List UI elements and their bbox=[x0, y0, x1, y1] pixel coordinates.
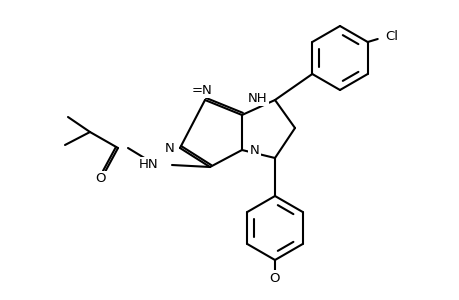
Text: O: O bbox=[269, 272, 280, 284]
Text: HN: HN bbox=[138, 158, 157, 172]
Text: O: O bbox=[95, 172, 106, 185]
Text: N: N bbox=[249, 143, 259, 157]
Text: N: N bbox=[165, 142, 174, 154]
Text: Cl: Cl bbox=[385, 31, 398, 44]
Text: =N: =N bbox=[191, 83, 212, 97]
Text: NH: NH bbox=[248, 92, 267, 104]
